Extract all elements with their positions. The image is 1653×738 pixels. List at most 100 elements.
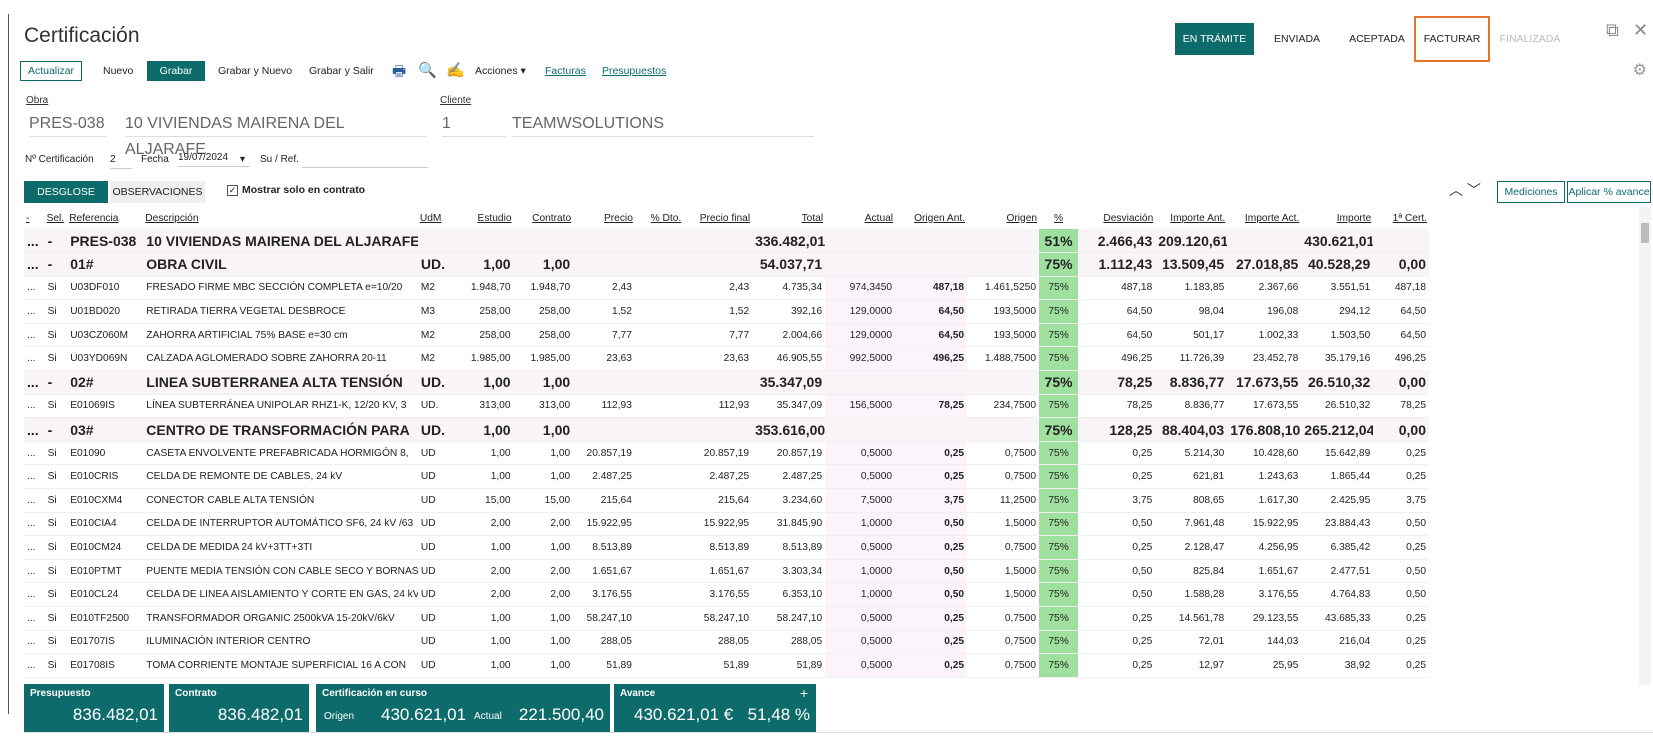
table-row[interactable]: ... Si E010CM24 CELDA DE MEDIDA 24 kV+3TT+3… xyxy=(24,535,1429,560)
table-cell[interactable]: ... xyxy=(24,229,45,254)
facturas-link[interactable]: Facturas xyxy=(545,65,586,77)
table-cell[interactable]: ... xyxy=(24,535,45,560)
column-header[interactable]: Precio xyxy=(603,212,633,224)
group-row[interactable]: ... -03# CENTRO DE TRANSFORMACIÓN PARA UD. 1… xyxy=(24,417,1429,442)
column-header[interactable]: Descripción xyxy=(145,212,199,224)
table-cell[interactable]: ... xyxy=(24,299,45,324)
table-cell[interactable]: Si xyxy=(44,535,68,560)
table-cell[interactable]: ... xyxy=(24,606,45,631)
table-row[interactable]: ... Si E010CRIS CELDA DE REMONTE DE CABLES,… xyxy=(24,464,1429,490)
preview-icon[interactable]: 🔍 xyxy=(418,62,437,79)
table-row[interactable]: ... Si E01069IS LÍNEA SUBTERRÁNEA UNIPOLAR … xyxy=(24,394,1429,419)
chevron-down-icon[interactable]: ﹀ xyxy=(1466,182,1481,198)
table-cell[interactable]: ... xyxy=(24,417,45,442)
table-cell[interactable]: Si xyxy=(44,488,68,513)
table-row[interactable]: ... Si E010CIA4 CELDA DE INTERRUPTOR AUTOMÁ… xyxy=(24,512,1429,537)
vertical-scrollbar[interactable] xyxy=(1639,207,1651,685)
tab-desglose[interactable]: DESGLOSE xyxy=(24,181,108,203)
column-header[interactable]: % xyxy=(1054,212,1064,224)
table-cell[interactable]: ... xyxy=(24,323,45,348)
table-cell[interactable]: Si xyxy=(44,276,68,301)
column-header[interactable]: Precio final xyxy=(699,212,751,224)
table-row[interactable]: ... Si U03YD069N CALZADA AGLOMERADO SOBRE Z… xyxy=(24,346,1429,372)
mediciones-button[interactable]: Mediciones xyxy=(1497,181,1565,203)
table-cell[interactable]: Si xyxy=(44,464,68,490)
table-cell[interactable]: ... xyxy=(24,464,45,490)
scrollbar-thumb[interactable] xyxy=(1641,223,1649,243)
table-cell[interactable]: Si xyxy=(44,346,68,372)
column-header[interactable]: Estudio xyxy=(477,212,512,224)
grabar-y-salir-button[interactable]: Grabar y Salir xyxy=(309,65,374,77)
column-header[interactable]: Actual xyxy=(864,212,894,224)
column-header[interactable]: Total xyxy=(801,212,824,224)
obra-name-field[interactable]: 10 VIVIENDAS MAIRENA DEL ALJARAFE xyxy=(125,111,427,158)
fecha-field[interactable]: 19/07/2024 xyxy=(178,150,250,167)
table-cell[interactable]: Si xyxy=(44,323,68,348)
column-header[interactable]: Sel. xyxy=(46,212,65,224)
column-header[interactable]: Origen xyxy=(1006,212,1038,224)
table-cell[interactable]: ... xyxy=(24,582,45,607)
acciones-menu[interactable]: Acciones ▾ xyxy=(475,61,526,81)
status-aceptada[interactable]: ACEPTADA xyxy=(1349,33,1405,45)
column-header[interactable]: UdM xyxy=(419,212,442,224)
restore-icon[interactable]: ⧉ xyxy=(1606,20,1619,40)
status-facturar[interactable]: FACTURAR xyxy=(1414,16,1490,62)
status-finalizada[interactable]: FINALIZADA xyxy=(1499,33,1561,45)
presupuestos-link[interactable]: Presupuestos xyxy=(602,65,667,77)
table-row[interactable]: ... Si U01BD020 RETIRADA TIERRA VEGETAL DES… xyxy=(24,299,1429,324)
column-header[interactable]: Desviación xyxy=(1103,212,1154,224)
table-cell[interactable]: ... xyxy=(24,252,45,277)
close-icon[interactable]: ✕ xyxy=(1633,20,1649,40)
gear-icon[interactable]: ⚙ xyxy=(1632,62,1647,79)
table-cell[interactable]: ... xyxy=(24,630,45,655)
table-row[interactable]: ... Si E010PTMT PUENTE MEDIA TENSIÓN CON CA… xyxy=(24,559,1429,584)
table-cell[interactable]: Si xyxy=(44,394,68,419)
table-cell[interactable]: ... xyxy=(24,370,45,395)
plus-icon[interactable]: + xyxy=(799,685,808,701)
column-header[interactable]: Contrato xyxy=(532,212,572,224)
table-cell[interactable]: - xyxy=(44,370,68,395)
tab-observaciones[interactable]: OBSERVACIONES xyxy=(110,181,205,203)
table-row[interactable]: ... Si E010CXM4 CONECTOR CABLE ALTA TENSIÓN… xyxy=(24,488,1429,513)
chevron-up-icon[interactable]: ︿ xyxy=(1449,182,1463,198)
column-header[interactable]: Importe Ant. xyxy=(1170,212,1226,224)
nuevo-button[interactable]: Nuevo xyxy=(103,65,134,77)
table-row[interactable]: ... Si E01708IS TOMA CORRIENTE MONTAJE SUPE… xyxy=(24,653,1429,678)
table-row[interactable]: ... Si E01707IS ILUMINACIÓN INTERIOR CENTRO… xyxy=(24,630,1429,655)
suref-field[interactable] xyxy=(302,152,428,168)
table-cell[interactable]: ... xyxy=(24,394,45,419)
actualizar-button[interactable]: Actualizar xyxy=(20,61,82,81)
group-row[interactable]: ... -01# OBRA CIVIL UD. 1,00 1,00 54.037,71 75%… xyxy=(24,252,1429,277)
status-en-tramite[interactable]: EN TRÁMITE xyxy=(1175,23,1254,55)
cliente-code-field[interactable]: 1 xyxy=(442,111,506,137)
column-header[interactable]: Origen Ant. xyxy=(914,212,966,224)
table-cell[interactable]: Si xyxy=(44,512,68,537)
aplicar-avance-button[interactable]: Aplicar % avance xyxy=(1567,181,1651,203)
ncert-field[interactable]: 2 xyxy=(110,152,132,169)
grabar-button[interactable]: Grabar xyxy=(147,61,205,81)
table-cell[interactable]: Si xyxy=(44,299,68,324)
table-cell[interactable]: ... xyxy=(24,653,45,678)
column-header[interactable]: Referencia xyxy=(69,212,119,224)
table-cell[interactable]: ... xyxy=(24,346,45,372)
table-cell[interactable]: ... xyxy=(24,559,45,584)
status-enviada[interactable]: ENVIADA xyxy=(1273,33,1321,45)
print-icon[interactable]: 🖶 xyxy=(392,63,407,80)
table-cell[interactable]: Si xyxy=(44,653,68,678)
mostrar-checkbox[interactable]: ✓ xyxy=(227,185,238,196)
table-row[interactable]: ... Si E01090 CASETA ENVOLVENTE PREFABRICAD… xyxy=(24,441,1429,466)
table-row[interactable]: ... Si U03DF010 FRESADO FIRME MBC SECCIÓN C… xyxy=(24,276,1429,301)
obra-code-field[interactable]: PRES-038 xyxy=(29,111,107,137)
date-dropdown-icon[interactable]: ▾ xyxy=(240,154,246,165)
collapse-expand-icons[interactable]: ︿ ﹀ xyxy=(1449,180,1481,200)
cliente-name-field[interactable]: TEAMWSOLUTIONS xyxy=(512,111,814,137)
table-cell[interactable]: - xyxy=(44,417,68,442)
table-row[interactable]: ... Si E010CL24 CELDA DE LINEA AISLAMIENTO … xyxy=(24,582,1429,607)
table-cell[interactable]: Si xyxy=(44,441,68,466)
table-cell[interactable]: Si xyxy=(44,582,68,607)
table-cell[interactable]: - xyxy=(44,229,68,254)
column-header[interactable]: Importe Act. xyxy=(1244,212,1300,224)
table-row[interactable]: ... Si E010TF2500 TRANSFORMADOR ORGANIC 250… xyxy=(24,606,1429,631)
table-cell[interactable]: - xyxy=(44,252,68,277)
table-cell[interactable]: ... xyxy=(24,512,45,537)
